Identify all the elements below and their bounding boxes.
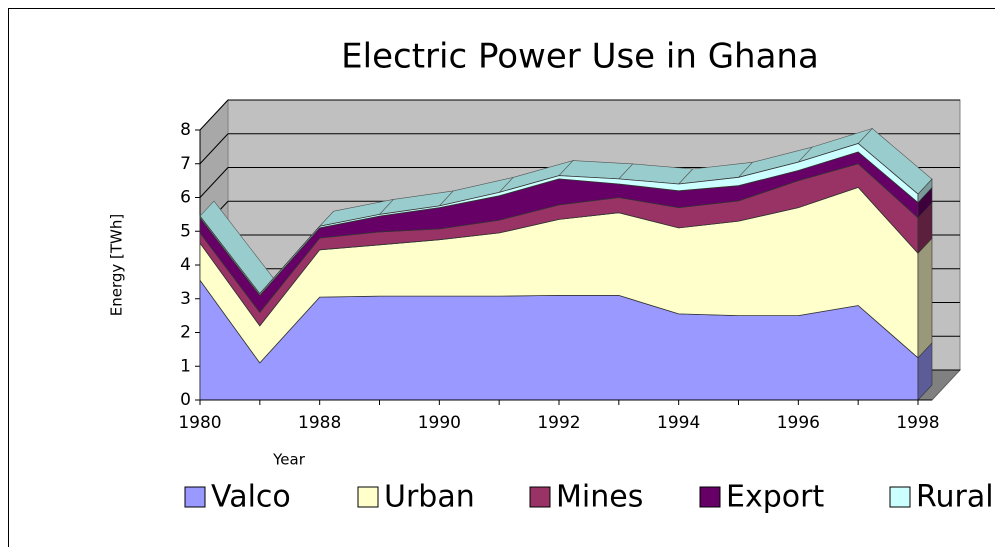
y-tick-label: 0 — [180, 390, 191, 410]
legend-label: Urban — [384, 480, 475, 515]
y-axis-label: Energy [TWh] — [108, 214, 126, 317]
grid-line — [199, 99, 229, 131]
x-tick-label: 1996 — [777, 413, 820, 433]
y-tick-label: 4 — [180, 255, 191, 275]
legend-swatch — [184, 486, 206, 508]
x-tick-label: 1994 — [657, 413, 700, 433]
x-tick-label: 1980 — [178, 413, 221, 433]
x-tick-label: 1992 — [537, 413, 580, 433]
y-tick-label: 3 — [180, 289, 191, 309]
x-axis-label: Year — [272, 451, 306, 469]
y-tick-label: 2 — [180, 323, 191, 343]
y-tick-label: 5 — [180, 221, 191, 241]
plot-area: 0 1 2 3 4 5 6 7 8 1980 1988 1990 1992 1994 1996 1998 — [178, 98, 962, 433]
x-tick-label: 1988 — [298, 413, 341, 433]
legend-label: Export — [726, 480, 824, 515]
x-tick-label: 1998 — [896, 413, 939, 433]
legend-label: Valco — [211, 480, 291, 515]
legend-swatch — [529, 486, 551, 508]
y-tick-label: 1 — [180, 356, 191, 376]
area-side-face — [917, 178, 933, 204]
y-tick-label: 6 — [180, 188, 191, 208]
grid-line — [199, 133, 229, 165]
legend-swatch — [699, 486, 721, 508]
legend: Valco Urban Mines Export Rural — [184, 480, 994, 515]
area-side-face — [917, 237, 933, 359]
legend-swatch — [889, 486, 911, 508]
y-tick-label: 8 — [180, 120, 191, 140]
legend-swatch — [357, 486, 379, 508]
chart-title: Electric Power Use in Ghana — [341, 37, 819, 77]
grid-line — [199, 167, 229, 198]
y-tick-label: 7 — [180, 154, 191, 174]
x-tick-label: 1990 — [418, 413, 461, 433]
legend-label: Mines — [556, 480, 643, 515]
legend-label: Rural — [916, 480, 994, 515]
